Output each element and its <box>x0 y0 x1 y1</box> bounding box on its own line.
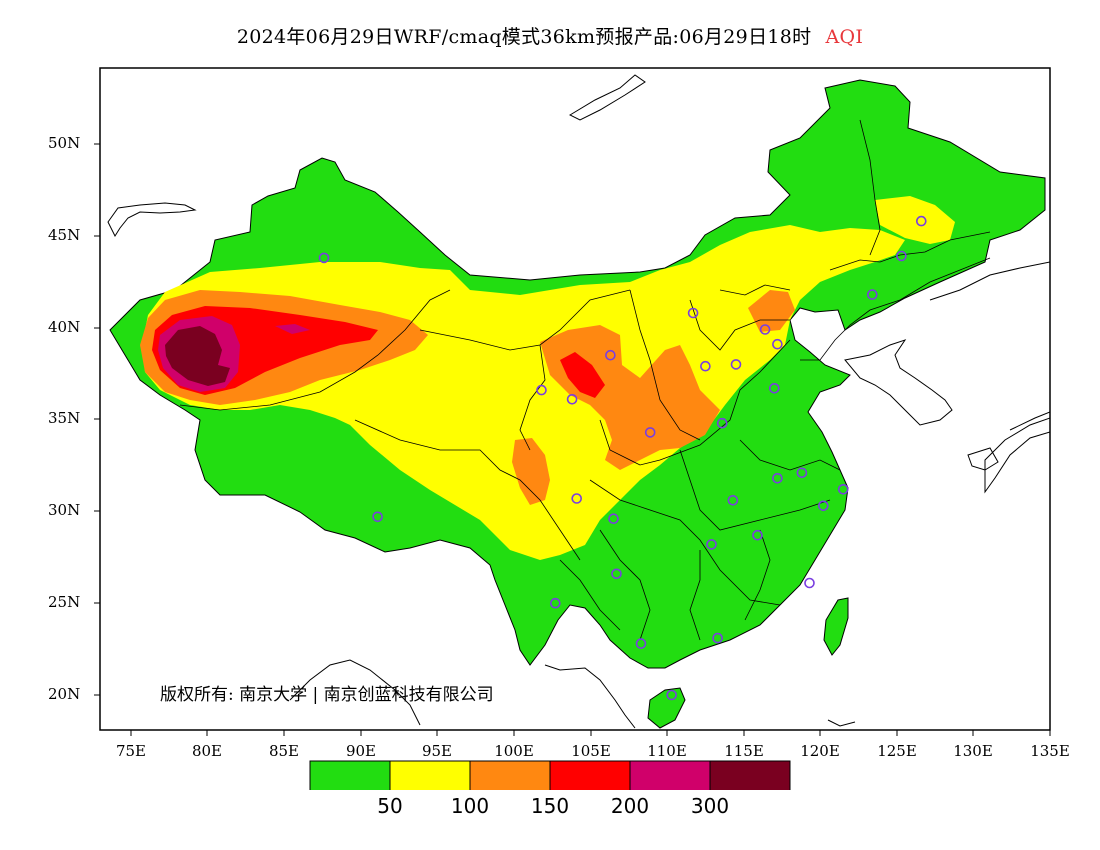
y-tick-45n: 45N <box>48 226 81 244</box>
station-marker <box>730 359 742 370</box>
station-marker <box>759 324 771 335</box>
station-marker <box>727 494 739 506</box>
station-marker <box>915 215 927 227</box>
y-tick-30n: 30N <box>48 501 81 519</box>
station-marker <box>549 597 561 609</box>
title-variable: AQI <box>825 26 864 48</box>
legend-label-200: 200 <box>610 794 650 818</box>
station-marker <box>635 638 647 649</box>
legend-swatch-5 <box>709 760 791 790</box>
aqi-band-orange-north <box>748 290 795 332</box>
aqi-band-red-loess <box>560 352 605 398</box>
legend-label-50: 50 <box>377 794 403 818</box>
color-legend <box>309 760 791 790</box>
station-marker <box>804 577 815 589</box>
x-tick-85e: 85E <box>268 742 300 760</box>
x-tick-75e: 75E <box>115 742 147 760</box>
x-tick-120e: 120E <box>800 742 840 760</box>
aqi-band-yellow-ne <box>875 196 955 244</box>
map-frame <box>99 67 1051 731</box>
legend-swatch-1 <box>389 760 471 790</box>
station-marker <box>796 467 808 479</box>
title-main: 2024年06月29日WRF/cmaq模式36km预报产品:06月29日18时 <box>236 26 812 48</box>
aqi-band-magenta-streak <box>275 324 310 334</box>
station-marker <box>605 349 616 361</box>
station-marker <box>817 500 829 512</box>
station-marker <box>318 252 330 264</box>
axis-ticks <box>94 143 1051 736</box>
station-marker <box>772 338 783 350</box>
station-marker <box>768 382 780 394</box>
aqi-band-maroon <box>165 326 230 386</box>
legend-swatch-0 <box>309 760 391 790</box>
station-marker <box>837 483 849 495</box>
x-tick-125e: 125E <box>877 742 917 760</box>
x-tick-100e: 100E <box>494 742 534 760</box>
x-tick-90e: 90E <box>345 742 377 760</box>
legend-swatch-2 <box>469 760 551 790</box>
y-tick-35n: 35N <box>48 409 81 427</box>
station-marker <box>571 493 583 504</box>
map-title: 2024年06月29日WRF/cmaq模式36km预报产品:06月29日18时 A… <box>0 22 1100 49</box>
station-marker <box>752 529 763 541</box>
monitoring-stations <box>318 215 927 701</box>
station-marker <box>611 568 622 580</box>
map-content <box>107 74 1050 729</box>
x-tick-105e: 105E <box>571 742 611 760</box>
station-marker <box>644 427 656 438</box>
legend-label-100: 100 <box>450 794 490 818</box>
station-marker <box>896 250 907 262</box>
station-marker <box>687 307 699 319</box>
station-marker <box>712 632 723 644</box>
station-marker <box>866 289 878 300</box>
station-marker <box>608 513 619 525</box>
station-marker <box>772 472 783 484</box>
copyright-note: 版权所有: 南京大学 | 南京创蓝科技有限公司 <box>160 685 494 705</box>
station-marker <box>566 393 578 405</box>
taiwan-region <box>823 597 849 656</box>
aqi-band-orange-sichuan <box>512 438 550 505</box>
y-tick-25n: 25N <box>48 593 81 611</box>
y-tick-50n: 50N <box>48 134 81 152</box>
x-tick-95e: 95E <box>421 742 453 760</box>
legend-label-150: 150 <box>530 794 570 818</box>
coastlines <box>107 74 1050 729</box>
x-tick-130e: 130E <box>953 742 993 760</box>
legend-swatch-4 <box>629 760 711 790</box>
y-tick-20n: 20N <box>48 685 81 703</box>
province-boundaries <box>179 119 991 641</box>
x-tick-115e: 115E <box>724 742 764 760</box>
x-tick-80e: 80E <box>191 742 223 760</box>
station-marker <box>716 417 728 429</box>
x-tick-110e: 110E <box>647 742 687 760</box>
station-marker <box>706 539 717 550</box>
x-tick-135e: 135E <box>1030 742 1070 760</box>
station-marker <box>700 360 711 372</box>
legend-swatch-3 <box>549 760 631 790</box>
y-tick-40n: 40N <box>48 318 81 336</box>
station-marker <box>372 511 383 523</box>
station-marker <box>536 384 547 396</box>
station-marker <box>666 689 678 701</box>
legend-label-300: 300 <box>690 794 730 818</box>
